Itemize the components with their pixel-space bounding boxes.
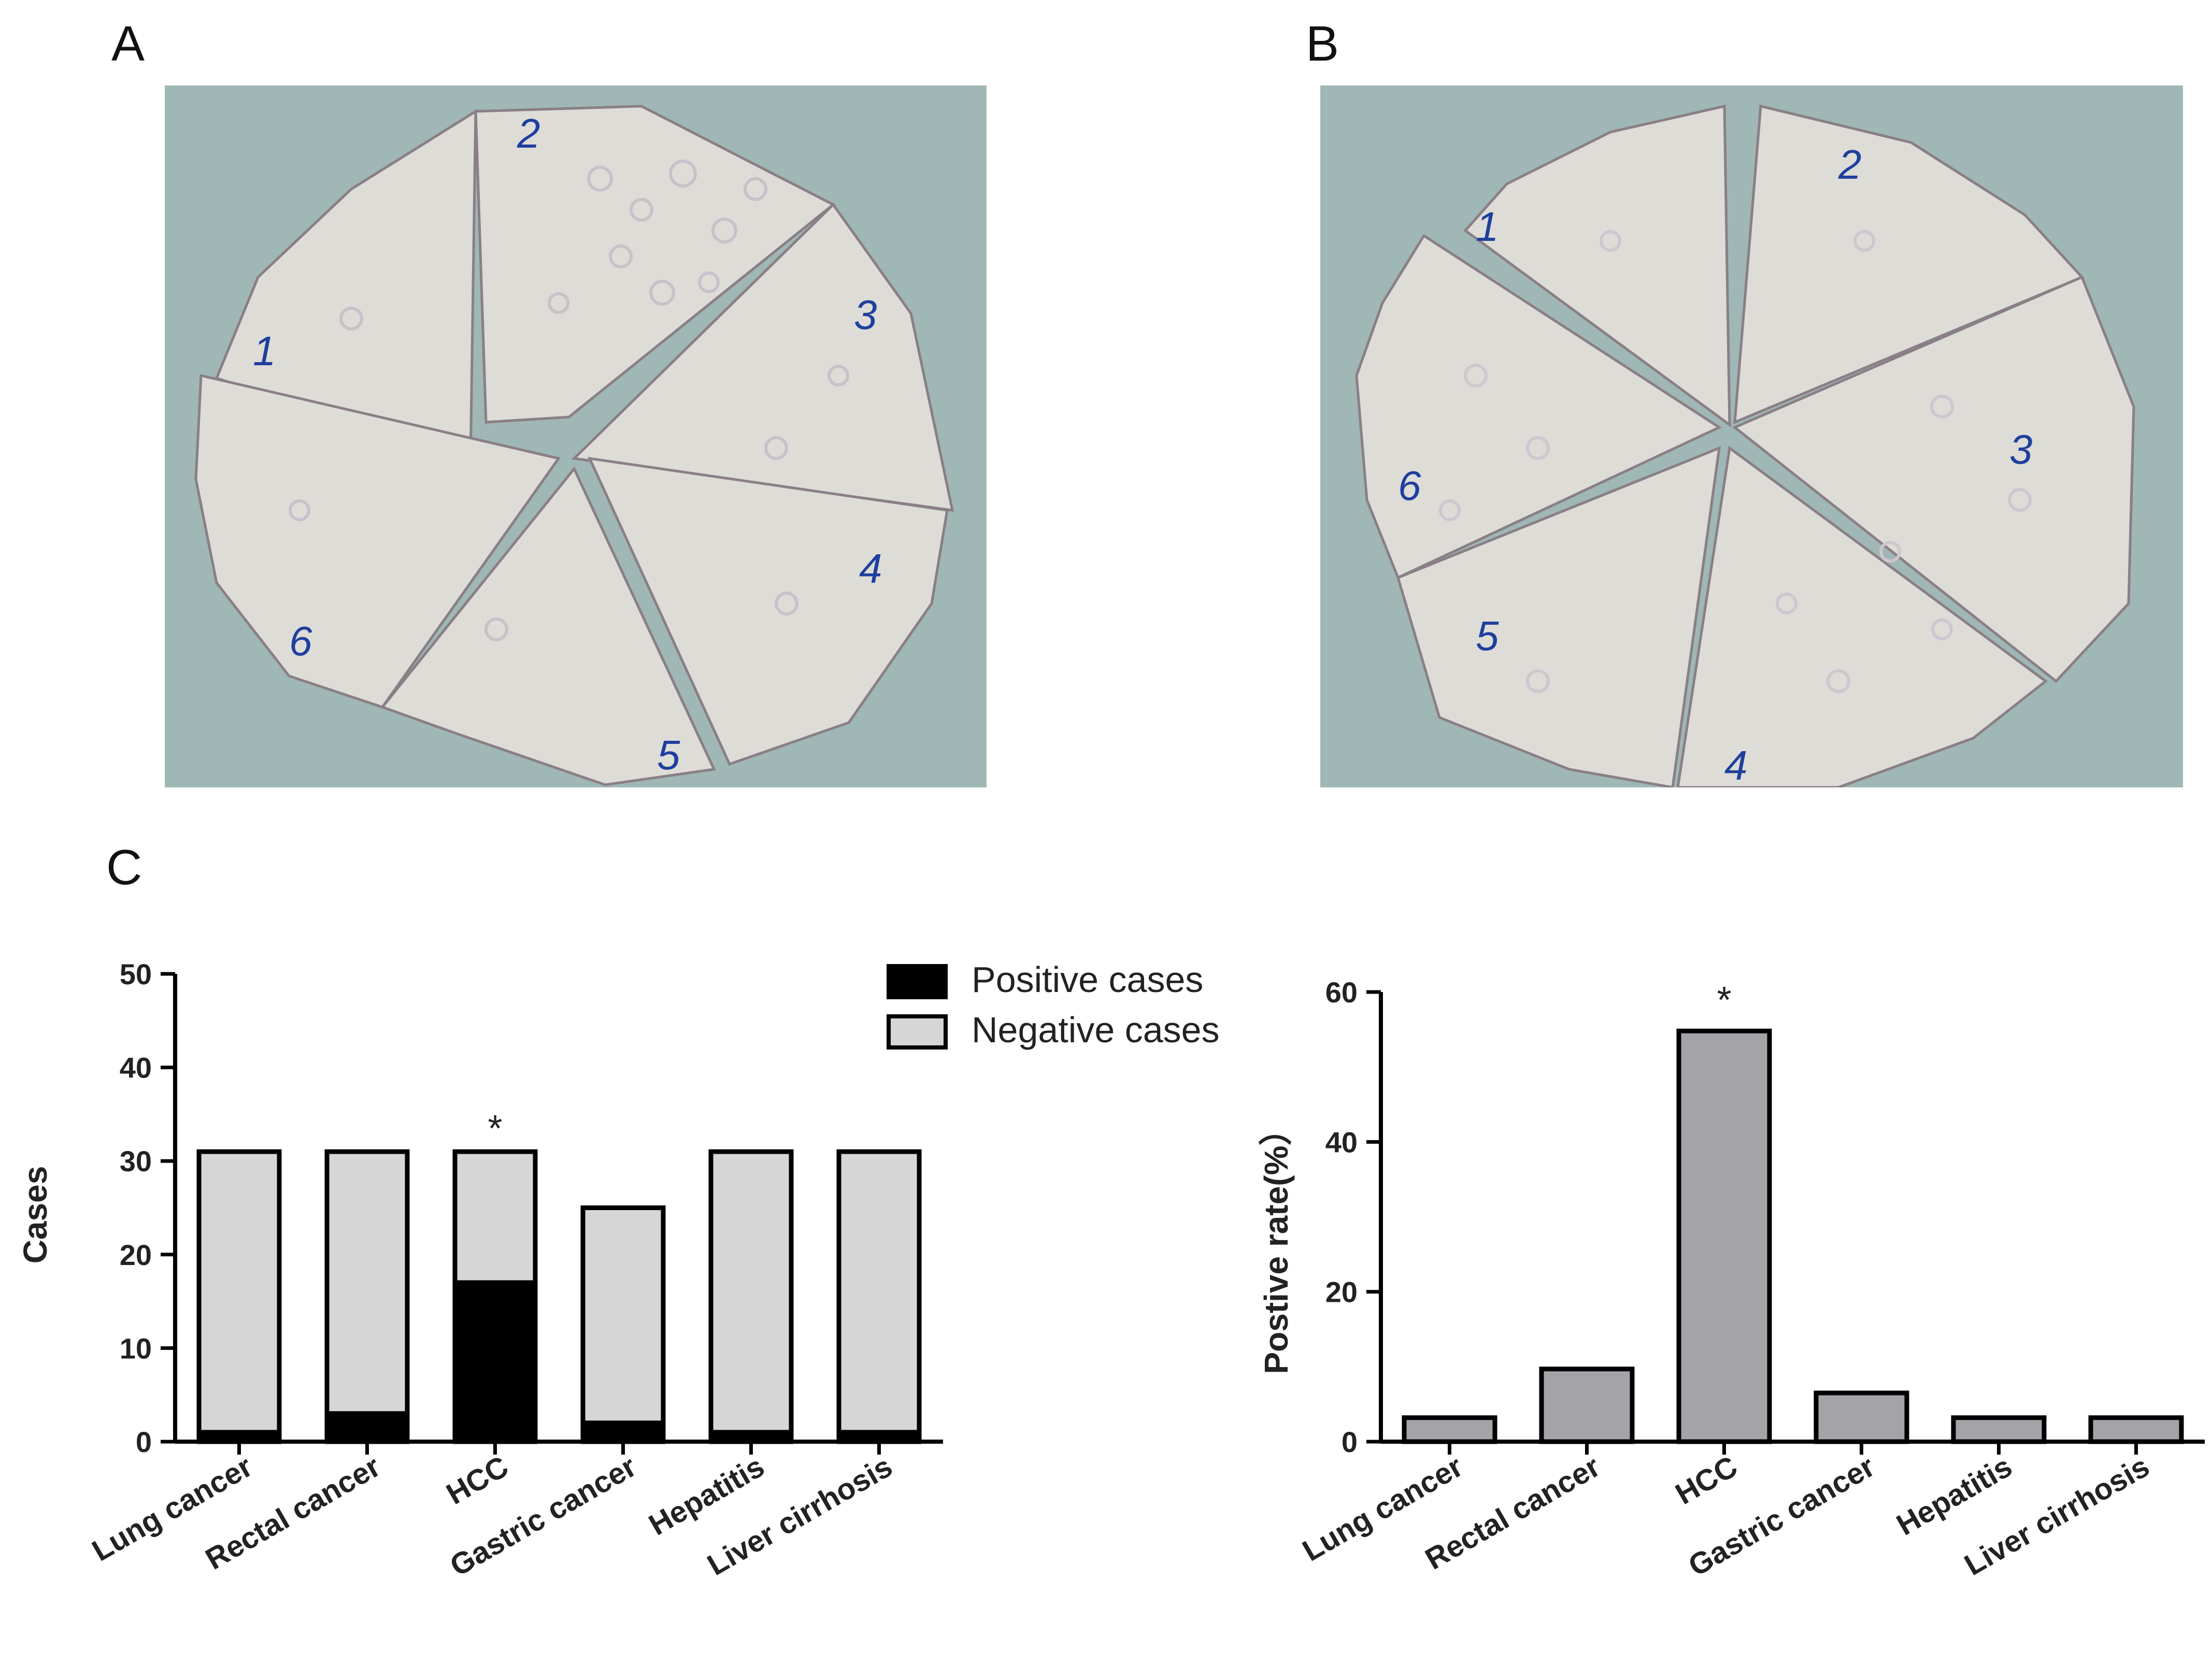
photo-b: 1 2 3 4 5 6 xyxy=(1320,85,2183,787)
positive-rate-chart-y-tick-label: 0 xyxy=(1342,1426,1358,1458)
positive-rate-chart-y-tick-label: 40 xyxy=(1325,1126,1358,1158)
cases-chart-y-tick-label: 50 xyxy=(120,958,152,990)
photo-a: 1 2 3 4 5 6 xyxy=(165,85,987,787)
bar-negative-hepatitis xyxy=(708,1149,794,1435)
rate-bar-hepatitis xyxy=(1951,1415,2047,1444)
positive-rate-chart-category-hcc: HCC xyxy=(1670,1449,1743,1511)
rate-bar-rectal-cancer xyxy=(1539,1367,1635,1444)
photo-b-label-5: 5 xyxy=(1476,613,1499,659)
photo-b-segment-1 xyxy=(1463,104,1731,428)
photo-b-label-4: 4 xyxy=(1724,742,1748,787)
photo-b-segment-4 xyxy=(1676,446,2048,787)
photo-b-filter-disc xyxy=(1355,104,2135,787)
photo-a-label-3: 3 xyxy=(854,292,877,338)
rate-bar-hcc xyxy=(1676,1028,1772,1444)
rate-bar-lung-cancer xyxy=(1402,1415,1497,1444)
cases-chart-y-tick-label: 40 xyxy=(120,1052,152,1084)
bar-negative-lung-cancer xyxy=(196,1149,282,1435)
photo-a-label-6: 6 xyxy=(289,618,312,664)
bar-positive-gastric-cancer xyxy=(580,1420,666,1444)
photo-a-segment-3 xyxy=(571,203,954,512)
cases-chart-y-title: Cases xyxy=(17,1166,54,1264)
bar-negative-liver-cirrhosis xyxy=(836,1149,922,1435)
bar-negative-hcc xyxy=(452,1149,538,1285)
cases-chart-star-annotation: * xyxy=(488,1108,502,1149)
panel-label-b: B xyxy=(1306,16,1339,71)
photo-a-segment-6 xyxy=(194,373,561,709)
photo-b-segment-5 xyxy=(1396,446,1721,787)
bar-positive-liver-cirrhosis xyxy=(836,1430,922,1444)
photo-b-label-6: 6 xyxy=(1398,463,1421,509)
cases-chart-y-tick-label: 20 xyxy=(120,1239,152,1271)
photo-a-segment-4 xyxy=(587,456,949,766)
photo-a-label-1: 1 xyxy=(253,328,276,374)
cases-chart-y-tick-label: 30 xyxy=(120,1145,152,1177)
rate-bar-liver-cirrhosis xyxy=(2088,1415,2184,1444)
positive-rate-chart-y-title: Postive rate(%） xyxy=(1258,1112,1295,1374)
photo-a-label-2: 2 xyxy=(517,110,540,156)
cases-chart-category-hcc: HCC xyxy=(441,1449,514,1511)
photo-a-spots xyxy=(289,160,849,641)
photo-b-spots xyxy=(1439,230,2032,693)
photo-b-label-2: 2 xyxy=(1838,141,1862,188)
positive-rate-chart-y-tick-label: 60 xyxy=(1325,976,1358,1009)
legend-swatch-positive xyxy=(887,964,948,999)
photo-a-label-4: 4 xyxy=(859,545,882,592)
cases-chart-y-tick-label: 0 xyxy=(136,1426,152,1458)
photo-a-segment-2 xyxy=(474,105,836,424)
bar-negative-gastric-cancer xyxy=(580,1205,666,1426)
cases-chart-legend: Positive cases Negative cases xyxy=(887,959,1220,1050)
bar-positive-rectal-cancer xyxy=(324,1411,410,1444)
rate-bar-gastric-cancer xyxy=(1814,1390,1909,1444)
photo-b-segment-6 xyxy=(1355,234,1722,580)
bar-positive-hepatitis xyxy=(708,1430,794,1444)
positive-rate-chart-y-tick-label: 20 xyxy=(1325,1276,1358,1309)
photo-a-label-5: 5 xyxy=(657,732,680,778)
legend-label-positive: Positive cases xyxy=(972,959,1203,1000)
bar-negative-rectal-cancer xyxy=(324,1149,410,1416)
panel-label-a: A xyxy=(111,16,145,71)
photo-a-filter-disc xyxy=(194,105,954,786)
cases-chart-y-tick-label: 10 xyxy=(120,1332,152,1364)
positive-rate-chart-star-annotation: * xyxy=(1717,980,1731,1021)
photo-b-label-3: 3 xyxy=(2009,426,2033,472)
photo-a-segment-5 xyxy=(380,466,716,786)
photo-b-label-1: 1 xyxy=(1476,204,1499,250)
bar-positive-lung-cancer xyxy=(196,1430,282,1444)
positive-rate-chart-category-hepatitis: Hepatitis xyxy=(1891,1449,2018,1542)
legend-label-negative: Negative cases xyxy=(972,1010,1220,1050)
photo-b-segment-3 xyxy=(1732,275,2135,683)
bar-positive-hcc xyxy=(452,1280,538,1444)
legend-swatch-negative xyxy=(887,1014,948,1050)
panel-label-c: C xyxy=(106,840,142,895)
